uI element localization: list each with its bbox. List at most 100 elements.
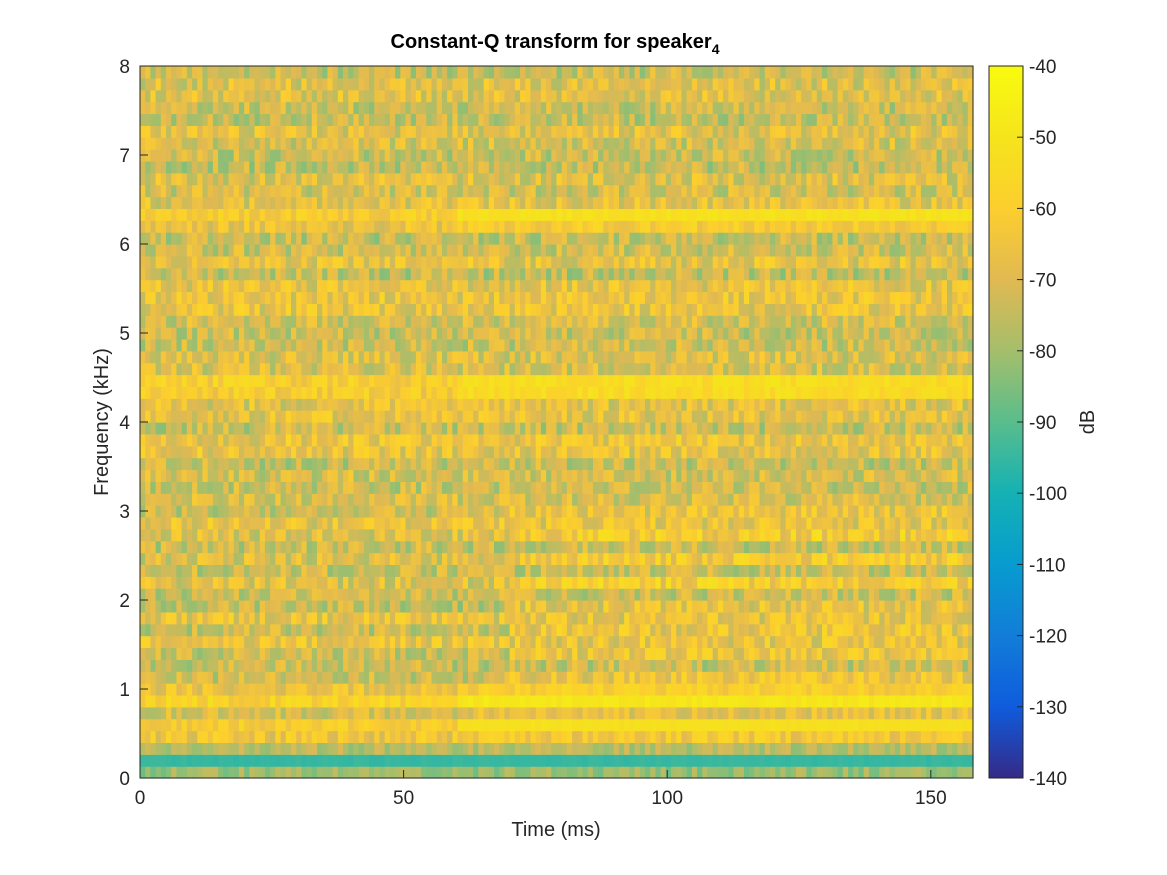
heatmap-cell [311, 445, 318, 459]
heatmap-cell [874, 552, 880, 565]
heatmap-cell [572, 742, 578, 755]
heatmap-cell [650, 754, 657, 767]
heatmap-cell [931, 623, 938, 637]
heatmap-cell [639, 647, 646, 660]
heatmap-cell [436, 540, 443, 554]
heatmap-cell [671, 588, 677, 601]
heatmap-cell [290, 505, 297, 518]
heatmap-cell [254, 623, 261, 637]
heatmap-cell [837, 600, 844, 613]
heatmap-cell [764, 694, 771, 708]
heatmap-cell [910, 516, 917, 530]
heatmap-cell [447, 576, 453, 589]
heatmap-cell [259, 718, 266, 732]
heatmap-cell [363, 623, 370, 637]
heatmap-cell [624, 718, 630, 732]
heatmap-cell [374, 505, 381, 518]
heatmap-cell [769, 445, 776, 459]
heatmap-cell [488, 528, 495, 542]
heatmap-cell [494, 576, 500, 589]
heatmap-cell [915, 516, 922, 530]
heatmap-cell [681, 552, 688, 565]
heatmap-cell [415, 457, 422, 471]
heatmap-cell [561, 516, 568, 530]
heatmap-cell [473, 683, 480, 696]
heatmap-cell [717, 410, 724, 423]
heatmap-cell [618, 623, 625, 637]
heatmap-cell [926, 718, 932, 732]
heatmap-cell [348, 742, 355, 755]
heatmap-cell [671, 623, 677, 637]
heatmap-cell [608, 647, 615, 660]
heatmap-cell [238, 516, 245, 530]
heatmap-cell [374, 516, 381, 530]
heatmap-cell [769, 671, 776, 684]
heatmap-cell [587, 611, 594, 625]
heatmap-cell [592, 564, 599, 577]
heatmap-cell [837, 635, 844, 649]
heatmap-cell [150, 493, 157, 506]
heatmap-cell [676, 493, 683, 506]
heatmap-cell [618, 445, 625, 459]
heatmap-cell [452, 611, 459, 625]
heatmap-cell [889, 433, 896, 447]
heatmap-cell [525, 671, 532, 684]
heatmap-cell [322, 766, 329, 779]
heatmap-cell [957, 540, 964, 554]
heatmap-cell [707, 588, 714, 601]
heatmap-cell [332, 611, 339, 625]
heatmap-cell [759, 481, 766, 494]
heatmap-cell [207, 398, 214, 411]
heatmap-cell [332, 540, 339, 554]
heatmap-cell [348, 718, 355, 732]
heatmap-cell [228, 445, 235, 459]
heatmap-cell [613, 718, 620, 732]
heatmap-cell [369, 623, 375, 637]
heatmap-cell [863, 516, 870, 530]
heatmap-cell [868, 505, 875, 518]
heatmap-cell [155, 683, 162, 696]
heatmap-cell [754, 694, 761, 708]
heatmap-cell [572, 457, 578, 471]
heatmap-cell [681, 623, 688, 637]
heatmap-cell [759, 600, 766, 613]
heatmap-cell [598, 754, 604, 767]
heatmap-cell [353, 552, 360, 565]
heatmap-cell [530, 564, 537, 577]
heatmap-cell [140, 469, 146, 482]
heatmap-cell [613, 766, 620, 779]
heatmap-cell [441, 623, 448, 637]
heatmap-cell [410, 457, 417, 471]
heatmap-cell [441, 576, 448, 589]
heatmap-cell [723, 683, 729, 696]
heatmap-cell [400, 528, 407, 542]
heatmap-cell [645, 742, 651, 755]
heatmap-cell [405, 481, 412, 494]
heatmap-cell [285, 528, 292, 542]
heatmap-cell [920, 505, 927, 518]
heatmap-cell [822, 505, 828, 518]
heatmap-cell [504, 445, 511, 459]
heatmap-cell [645, 493, 651, 506]
heatmap-cell [223, 433, 230, 447]
heatmap-cell [535, 742, 542, 755]
heatmap-cell [249, 528, 256, 542]
heatmap-cell [931, 730, 938, 743]
heatmap-cell [457, 588, 464, 601]
heatmap-cell [363, 576, 370, 589]
heatmap-cell [603, 576, 610, 589]
heatmap-cell [530, 694, 537, 708]
heatmap-cell [671, 671, 677, 684]
heatmap-cell [926, 754, 932, 767]
heatmap-cell [546, 505, 552, 518]
heatmap-cell [369, 564, 375, 577]
heatmap-cell [395, 528, 401, 542]
heatmap-cell [400, 730, 407, 743]
heatmap-cell [827, 683, 834, 696]
heatmap-cell [369, 445, 375, 459]
heatmap-cell [879, 552, 886, 565]
heatmap-cell [920, 683, 927, 696]
heatmap-cell [171, 410, 178, 423]
heatmap-cell [374, 742, 381, 755]
heatmap-cell [582, 445, 589, 459]
